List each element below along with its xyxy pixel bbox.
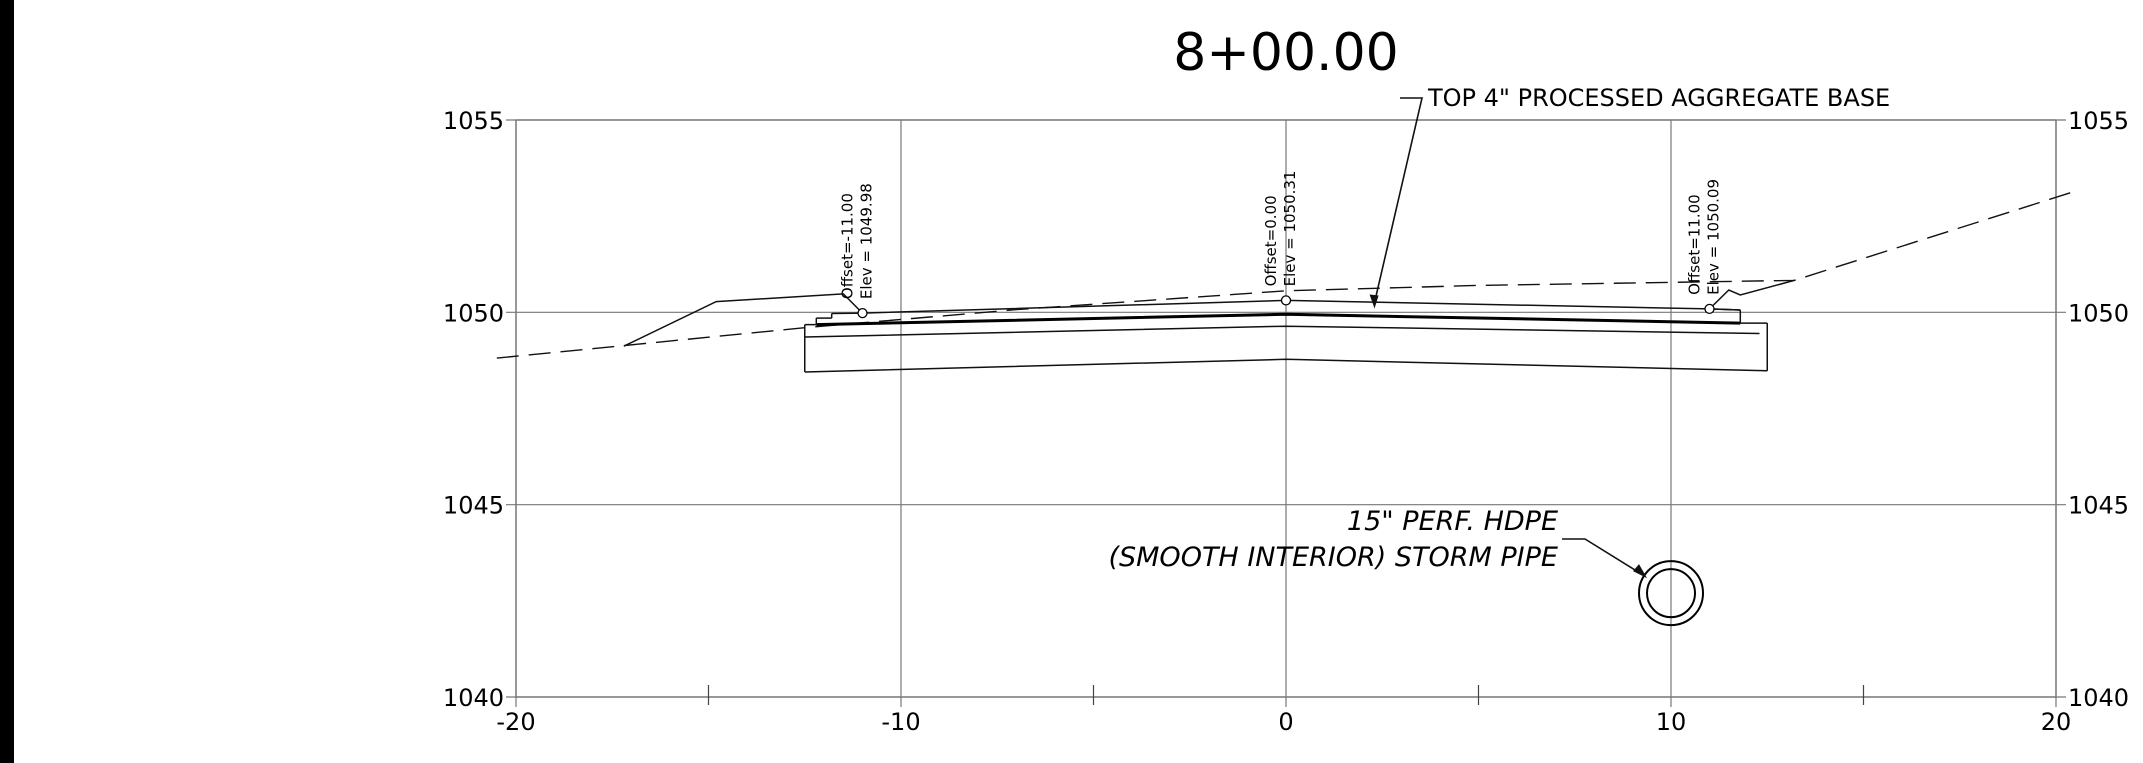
pipe-leader: [1562, 538, 1646, 577]
line-left-grading: [623, 293, 864, 347]
x-tick-label: 20: [2041, 708, 2072, 736]
sheet-border-left: [0, 0, 14, 763]
line-subbase-top: [804, 325, 1760, 338]
line-right-grading: [1708, 279, 1795, 310]
elev-label-left: Elev = 1049.98: [858, 183, 876, 299]
elev-label-center: Elev = 1050.31: [1281, 171, 1299, 287]
sheet-border-tick: [0, 525, 6, 527]
line-base-top: [816, 312, 1741, 327]
y-tick-label-left: 1045: [443, 492, 504, 520]
aggregate-base-leader: [1373, 97, 1424, 303]
grid: 1040 1040 1045 1045 1050 1050 1055 1055 -20 -10 0 1…: [443, 107, 2129, 736]
y-tick-label-right: 1040: [2068, 684, 2129, 712]
offset-label-right: Offset=11.00: [1686, 194, 1704, 295]
x-tick-label: 10: [1656, 708, 1687, 736]
station-title: 8+00.00: [1173, 23, 1399, 83]
point-marker-center: [1280, 295, 1292, 306]
y-tick-label-right: 1045: [2068, 492, 2129, 520]
storm-pipe-outer: [1638, 560, 1704, 627]
y-tick-label-left: 1055: [443, 107, 504, 135]
point-marker-left: [857, 307, 868, 319]
offset-label-center: Offset=0.00: [1262, 195, 1280, 286]
section-lines: [496, 190, 2076, 373]
storm-pipe-inner: [1646, 568, 1696, 619]
x-tick-label: 0: [1278, 708, 1293, 736]
x-tick-label: -10: [881, 708, 920, 736]
point-marker-right: [1704, 303, 1715, 315]
y-tick-label-right: 1055: [2068, 107, 2129, 135]
aggregate-base-arrowhead: [1369, 294, 1379, 309]
pipe-note-line1: 15" PERF. HDPE: [1347, 506, 1558, 537]
pipe-arrowhead: [1633, 564, 1647, 579]
y-tick-label-left: 1040: [443, 684, 504, 712]
line-subbase-bottom: [804, 358, 1768, 373]
offset-label-left: Offset=-11.00: [839, 193, 857, 299]
y-tick-label-left: 1050: [443, 299, 504, 327]
x-tick-label: -20: [496, 708, 535, 736]
point-labels: Offset=-11.00 Elev = 1049.98 Offset=0.00 El…: [839, 171, 1723, 319]
elev-label-right: Elev = 1050.09: [1705, 179, 1723, 295]
pipe-note-line2: (SMOOTH INTERIOR) STORM PIPE: [1108, 542, 1558, 573]
aggregate-base-note: TOP 4" PROCESSED AGGREGATE BASE: [1427, 84, 1890, 112]
annotations: TOP 4" PROCESSED AGGREGATE BASE 15" PERF.…: [1108, 84, 1890, 627]
y-tick-label-right: 1050: [2068, 299, 2129, 327]
